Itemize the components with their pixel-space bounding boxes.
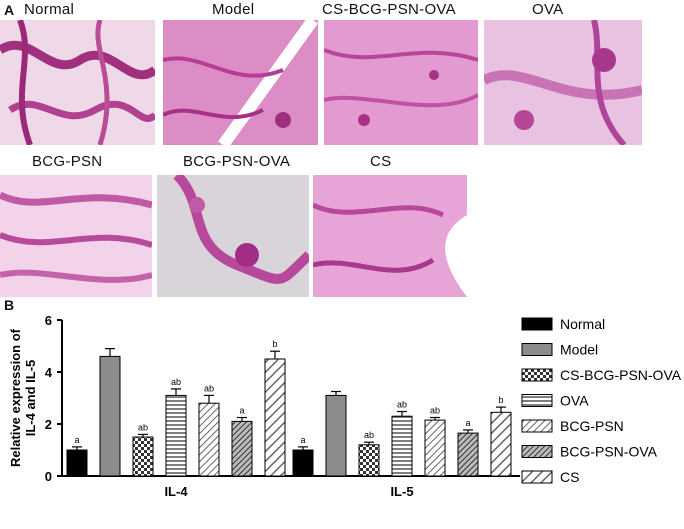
legend: Normal Model CS-BCG-PSN-OVA OVA BCG-PSN BCG-P… — [521, 316, 682, 485]
significance-letter: a — [300, 435, 305, 445]
micrograph-cs-bcg-psn-ova-texture — [324, 20, 478, 145]
significance-letter: ab — [138, 422, 148, 432]
micrograph-bcg-psn — [0, 175, 152, 297]
bar — [457, 432, 479, 477]
micrograph-ova — [484, 20, 642, 145]
legend-swatch — [521, 394, 553, 407]
legend-label: Normal — [560, 316, 605, 332]
plot-area: 0 2 4 6 Relative expression ofIL-4 and IL-5 a… — [8, 313, 520, 499]
micrograph-label-bcg-psn-ova: BCG-PSN-OVA — [183, 153, 291, 170]
micrograph-normal-texture — [0, 20, 155, 145]
legend-label: BCG-PSN-OVA — [560, 444, 658, 460]
bar — [198, 402, 220, 477]
y-tick-label: 6 — [45, 313, 52, 328]
significance-letter: a — [239, 406, 244, 416]
legend-label: Model — [560, 342, 598, 358]
micrograph-normal — [0, 20, 155, 145]
significance-letter: b — [272, 339, 277, 349]
y-tick-label: 2 — [45, 417, 52, 432]
significance-letter: ab — [204, 383, 214, 393]
bar — [292, 449, 314, 477]
y-tick-label: 4 — [45, 365, 53, 380]
micrograph-label-bcg-psn: BCG-PSN — [32, 153, 103, 170]
significance-letter: ab — [364, 430, 374, 440]
legend-swatch — [521, 419, 553, 433]
bar — [165, 394, 187, 477]
micrograph-cs-texture — [313, 175, 467, 297]
legend-swatch — [521, 343, 553, 356]
legend-swatch — [521, 445, 553, 458]
micrograph-model-texture — [163, 20, 318, 145]
micrograph-model — [163, 20, 318, 145]
micrograph-ova-texture — [484, 20, 642, 145]
bar — [325, 394, 347, 477]
significance-letter: ab — [171, 377, 181, 387]
legend-swatch — [521, 368, 553, 382]
bar — [99, 355, 121, 477]
legend-swatch — [521, 317, 553, 331]
bar — [132, 436, 154, 477]
micrograph-label-normal: Normal — [24, 1, 75, 18]
significance-letter: ab — [397, 400, 407, 410]
micrograph-bcg-psn-texture — [0, 175, 152, 297]
micrograph-label-cs: CS — [370, 153, 392, 170]
panel-b-letter: B — [4, 297, 15, 313]
significance-letter: a — [465, 418, 470, 428]
bar-chart: 0 2 4 6 Relative expression ofIL-4 and IL-5 a… — [8, 313, 682, 499]
legend-label: BCG-PSN — [560, 418, 624, 434]
bar — [264, 358, 286, 477]
panel-a-letter: A — [4, 2, 15, 18]
significance-letter: b — [498, 395, 503, 405]
y-tick-label: 0 — [45, 469, 52, 484]
micrograph-cs — [313, 175, 467, 297]
legend-label: OVA — [560, 393, 589, 409]
micrograph-label-ova: OVA — [532, 1, 564, 18]
legend-label: CS — [560, 469, 579, 485]
micrograph-cs-bcg-psn-ova — [324, 20, 478, 145]
micrograph-bcg-psn-ova-texture — [157, 175, 309, 297]
bar — [66, 449, 88, 477]
bar — [391, 415, 413, 477]
micrograph-label-cs-bcg-psn-ova: CS-BCG-PSN-OVA — [322, 1, 456, 18]
y-axis-label: Relative expression ofIL-4 and IL-5 — [8, 328, 38, 467]
micrograph-label-model: Model — [212, 1, 255, 18]
bar — [490, 411, 512, 477]
x-category-label: IL-5 — [390, 484, 413, 499]
micrograph-bcg-psn-ova — [157, 175, 309, 297]
legend-label: CS-BCG-PSN-OVA — [560, 367, 682, 383]
bar — [231, 420, 253, 477]
bar — [424, 419, 446, 477]
significance-letter: a — [74, 435, 79, 445]
legend-swatch — [521, 470, 553, 484]
x-category-label: IL-4 — [164, 484, 188, 499]
bar — [358, 444, 380, 477]
significance-letter: ab — [430, 406, 440, 416]
